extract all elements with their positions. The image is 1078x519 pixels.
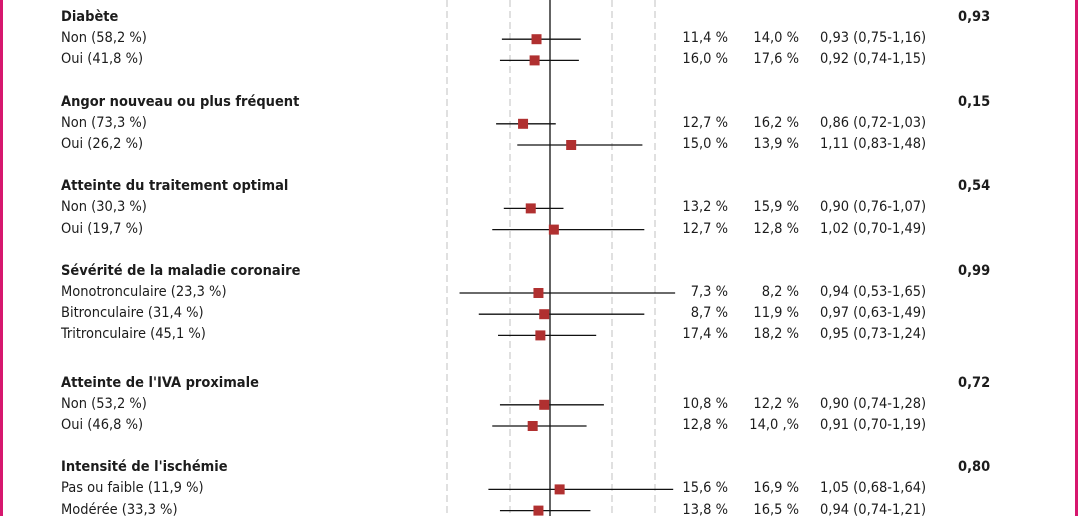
event-rate-group1: 15,0 %	[682, 136, 728, 152]
interaction-p-value: 0,80	[958, 459, 991, 476]
interaction-p-value: 0,54	[958, 178, 991, 195]
point-estimate-marker	[535, 330, 546, 341]
subgroup-header: Atteinte de l'IVA proximale	[61, 374, 259, 391]
subgroup-label: Bitronculaire (31,4 %)	[61, 305, 204, 322]
point-estimate-marker	[554, 484, 565, 495]
event-rate-group1: 12,7 %	[682, 220, 728, 237]
subgroup-header: Atteinte du traitement optimal	[61, 178, 289, 195]
subgroup-label: Oui (46,8 %)	[61, 417, 144, 433]
event-rate-group1: 8,7 %	[690, 305, 728, 322]
right-accent-border	[1075, 0, 1078, 516]
event-rate-group2: 12,2 %	[753, 395, 799, 412]
subgroup-label: Oui (19,7 %)	[61, 220, 144, 237]
event-rate-group2: 17,6 %	[753, 51, 799, 68]
subgroup-label: Non (58,2 %)	[61, 30, 147, 47]
event-rate-group2: 14,0 %	[753, 30, 799, 47]
hazard-ratio-ci: 1,05 (0,68-1,64)	[820, 480, 927, 497]
interaction-p-value: 0,15	[958, 93, 991, 110]
event-rate-group1: 10,8 %	[682, 395, 728, 412]
event-rate-group1: 13,8 %	[682, 501, 728, 518]
point-estimate-marker	[566, 140, 577, 150]
subgroup-label: Modérée (33,3 %)	[61, 501, 178, 518]
hazard-ratio-ci: 0,90 (0,76-1,07)	[820, 199, 927, 216]
point-estimate-marker	[539, 309, 550, 320]
point-estimate-marker	[539, 399, 550, 410]
subgroup-label: Non (73,3 %)	[61, 114, 147, 131]
point-estimate-marker	[533, 288, 544, 298]
event-rate-group2: 11,9 %	[753, 305, 799, 322]
event-rate-group2: 8,2 %	[761, 284, 799, 300]
point-estimate-marker	[525, 203, 536, 214]
hazard-ratio-ci: 0,95 (0,73-1,24)	[820, 326, 927, 343]
event-rate-group1: 7,3 %	[690, 284, 728, 300]
event-rate-group2: 18,2 %	[753, 326, 799, 343]
subgroup-header: Diabète	[61, 9, 119, 25]
interaction-p-value: 0,93	[958, 9, 991, 25]
subgroup-label: Pas ou faible (11,9 %)	[61, 480, 204, 497]
hazard-ratio-ci: 1,02 (0,70-1,49)	[820, 220, 927, 237]
event-rate-group2: 16,5 %	[753, 501, 799, 518]
interaction-p-value: 0,72	[958, 374, 991, 391]
point-estimate-marker	[548, 224, 559, 235]
event-rate-group2: 12,8 %	[753, 220, 799, 237]
subgroup-header: Sévérité de la maladie coronaire	[61, 262, 301, 279]
event-rate-group1: 13,2 %	[682, 199, 728, 216]
event-rate-group1: 15,6 %	[682, 480, 728, 497]
interaction-p-value: 0,99	[958, 262, 991, 279]
point-estimate-marker	[529, 55, 540, 66]
event-rate-group2: 13,9 %	[753, 136, 799, 152]
event-rate-group1: 17,4 %	[682, 326, 728, 343]
subgroup-header: Intensité de l'ischémie	[61, 459, 228, 476]
hazard-ratio-ci: 0,90 (0,74-1,28)	[820, 395, 927, 412]
subgroup-label: Oui (41,8 %)	[61, 51, 144, 68]
event-rate-group2: 14,0 ,%	[749, 417, 799, 433]
event-rate-group1: 11,4 %	[682, 30, 728, 47]
point-estimate-marker	[533, 505, 544, 516]
subgroup-label: Monotronculaire (23,3 %)	[61, 284, 227, 300]
point-estimate-marker	[531, 34, 542, 45]
hazard-ratio-ci: 0,86 (0,72-1,03)	[820, 114, 927, 131]
event-rate-group1: 16,0 %	[682, 51, 728, 68]
hazard-ratio-ci: 0,97 (0,63-1,49)	[820, 305, 927, 322]
hazard-ratio-ci: 0,93 (0,75-1,16)	[820, 30, 927, 47]
event-rate-group1: 12,7 %	[682, 114, 728, 131]
subgroup-label: Non (30,3 %)	[61, 199, 147, 216]
subgroup-header: Angor nouveau ou plus fréquent	[61, 93, 300, 110]
event-rate-group1: 12,8 %	[682, 417, 728, 433]
left-accent-border	[0, 0, 3, 516]
subgroup-label: Non (53,2 %)	[61, 395, 147, 412]
hazard-ratio-ci: 1,11 (0,83-1,48)	[820, 136, 927, 152]
subgroup-label: Tritronculaire (45,1 %)	[61, 326, 206, 343]
hazard-ratio-ci: 0,91 (0,70-1,19)	[820, 417, 927, 433]
point-estimate-marker	[527, 421, 538, 431]
hazard-ratio-ci: 0,92 (0,74-1,15)	[820, 51, 927, 68]
hazard-ratio-ci: 0,94 (0,53-1,65)	[820, 284, 927, 300]
event-rate-group2: 16,9 %	[753, 480, 799, 497]
point-estimate-marker	[518, 118, 529, 129]
hazard-ratio-ci: 0,94 (0,74-1,21)	[820, 501, 927, 518]
event-rate-group2: 15,9 %	[753, 199, 799, 216]
subgroup-label: Oui (26,2 %)	[61, 136, 144, 152]
event-rate-group2: 16,2 %	[753, 114, 799, 131]
